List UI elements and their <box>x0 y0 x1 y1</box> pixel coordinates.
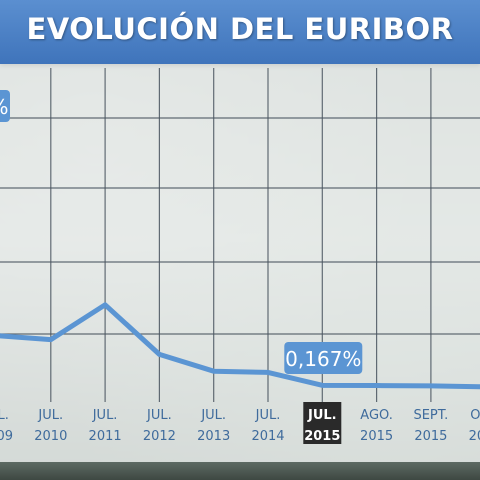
partial-value-label: % <box>0 90 10 122</box>
x-tick-label-year: 2015 <box>304 429 340 444</box>
x-tick-label-year: 2015 <box>414 429 447 444</box>
x-tick-label-month: JUL. <box>307 408 337 423</box>
chart-title: EVOLUCIÓN DEL EURIBOR <box>26 12 454 46</box>
x-tick-label-month: JUL. <box>255 408 281 423</box>
x-tick-label-month: JUL. <box>146 408 172 423</box>
x-tick-label-month: JUL. <box>37 408 63 423</box>
x-tick-label-month: JUL. <box>92 408 118 423</box>
callouts: 0,167%% <box>0 90 363 374</box>
x-tick-label-year: 2009 <box>0 429 13 444</box>
x-tick-label-year: 2010 <box>34 429 67 444</box>
callout-box <box>284 342 363 374</box>
x-tick-label-year: 2012 <box>143 429 176 444</box>
x-tick-label-year: 2011 <box>89 429 122 444</box>
chart-panel <box>0 64 480 462</box>
euribor-series-line <box>0 302 480 390</box>
value-callout: 0,167% <box>284 342 363 374</box>
x-tick-label-month: AGO. <box>360 408 393 423</box>
title-bar: EVOLUCIÓN DEL EURIBOR <box>0 0 480 64</box>
x-tick-label-month: JUL. <box>0 408 9 423</box>
x-tick-label-year: 2015 <box>469 429 480 444</box>
x-tick-label-year: 2015 <box>360 429 393 444</box>
x-tick-labels: JUL. 2009 JUL. 2010 JUL. 2011 JUL. 2012 JUL. 2013… <box>0 402 480 444</box>
x-tick-label-year: 2014 <box>251 429 284 444</box>
x-tick-label-year: 2013 <box>197 429 230 444</box>
callout-value: 0,167% <box>285 347 361 371</box>
x-tick-label-month: SEPT. <box>413 408 448 423</box>
chart-grid <box>0 68 480 402</box>
highlight-tick-box <box>303 402 342 444</box>
line-layer <box>0 302 480 390</box>
partial-label-box <box>0 90 10 122</box>
x-tick-label-month: JUL. <box>200 408 226 423</box>
bottom-band <box>0 462 480 480</box>
partial-label-text: % <box>0 95 9 119</box>
x-tick-label-month: OCT. <box>470 408 480 423</box>
